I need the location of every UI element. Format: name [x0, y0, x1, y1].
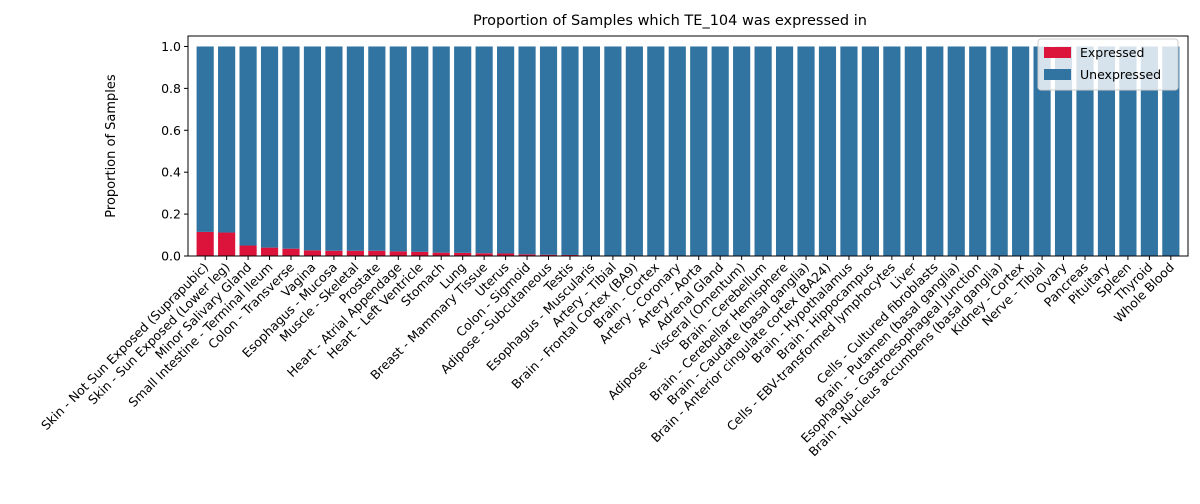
bar-unexpressed: [947, 46, 965, 256]
y-tick-label: 0.8: [161, 81, 181, 96]
bar-unexpressed: [303, 46, 322, 251]
bar-unexpressed: [196, 46, 214, 232]
bar-unexpressed: [969, 46, 987, 256]
bar-expressed: [368, 250, 386, 256]
bar-unexpressed: [1140, 46, 1158, 256]
bar-unexpressed: [883, 46, 901, 256]
bar-expressed: [432, 252, 450, 256]
bar-expressed: [346, 250, 364, 256]
bar-unexpressed: [647, 46, 665, 256]
bar-expressed: [518, 254, 536, 256]
bar-expressed: [282, 248, 300, 256]
bar-expressed: [411, 251, 429, 256]
bar-unexpressed: [539, 46, 558, 255]
bar-unexpressed: [733, 46, 751, 256]
axes-layer: [184, 35, 1189, 260]
bar-unexpressed: [711, 46, 729, 256]
bar-unexpressed: [582, 46, 601, 256]
legend-label-unexpressed: Unexpressed: [1080, 67, 1161, 82]
bar-unexpressed: [861, 46, 879, 256]
legend: Expressed Unexpressed: [1037, 38, 1179, 91]
bar-unexpressed: [926, 46, 944, 256]
y-tick-label: 0.4: [161, 165, 181, 180]
legend-swatch-unexpressed: [1044, 69, 1071, 80]
bar-expressed: [260, 247, 279, 256]
bar-unexpressed: [432, 46, 450, 253]
y-tick-label: 0.0: [161, 249, 181, 264]
bar-expressed: [561, 254, 579, 256]
bar-unexpressed: [411, 46, 429, 252]
bar-unexpressed: [775, 46, 794, 256]
bar-expressed: [475, 253, 493, 256]
y-tick-labels: 0.0 0.2 0.4 0.6 0.8 1.0: [161, 39, 181, 264]
bar-unexpressed: [668, 46, 686, 256]
bar-unexpressed: [389, 46, 407, 252]
bar-unexpressed: [282, 46, 300, 249]
bar-expressed: [389, 251, 407, 256]
bar-unexpressed: [818, 46, 837, 256]
y-tick-label: 0.2: [161, 207, 181, 222]
bar-unexpressed: [1162, 46, 1180, 256]
bar-unexpressed: [218, 46, 236, 233]
bar-expressed: [303, 250, 322, 256]
bar-unexpressed: [1012, 46, 1030, 256]
bar-unexpressed: [1076, 46, 1094, 256]
bar-unexpressed: [754, 46, 772, 256]
bar-expressed: [454, 252, 472, 256]
bar-unexpressed: [561, 46, 579, 255]
bar-expressed: [539, 254, 558, 256]
bar-unexpressed: [518, 46, 536, 255]
bar-unexpressed: [1054, 46, 1073, 256]
legend-frame: [1037, 38, 1179, 91]
plot-frame: [187, 35, 1189, 257]
bar-unexpressed: [475, 46, 493, 254]
y-tick-label: 1.0: [161, 39, 181, 54]
bar-unexpressed: [904, 46, 922, 256]
bar-unexpressed: [1119, 46, 1137, 256]
bar-unexpressed: [260, 46, 279, 248]
bar-unexpressed: [625, 46, 643, 256]
chart-title: Proportion of Samples which TE_104 was e…: [473, 13, 867, 29]
x-tick-labels: Skin - Not Sun Exposed (Suprapubic)Skin …: [38, 259, 1177, 459]
bar-unexpressed: [368, 46, 386, 251]
bar-expressed: [239, 245, 257, 256]
bar-unexpressed: [840, 46, 858, 256]
bar-unexpressed: [797, 46, 815, 256]
legend-label-expressed: Expressed: [1080, 45, 1144, 60]
bar-expressed: [196, 231, 214, 256]
bar-unexpressed: [346, 46, 364, 251]
bar-unexpressed: [325, 46, 343, 251]
bar-unexpressed: [1033, 46, 1051, 256]
bar-expressed: [218, 232, 236, 256]
bar-unexpressed: [690, 46, 708, 256]
bar-unexpressed: [604, 46, 622, 256]
bar-expressed: [497, 253, 515, 256]
bar-unexpressed: [454, 46, 472, 253]
bar-expressed: [325, 250, 343, 256]
bar-unexpressed: [239, 46, 257, 246]
y-axis-label: Proportion of Samples: [104, 74, 119, 218]
bar-unexpressed: [1097, 46, 1116, 256]
y-tick-label: 0.6: [161, 123, 181, 138]
legend-swatch-expressed: [1044, 47, 1071, 58]
bar-unexpressed: [497, 46, 515, 254]
bars-layer: [196, 46, 1180, 256]
bar-unexpressed: [990, 46, 1008, 256]
